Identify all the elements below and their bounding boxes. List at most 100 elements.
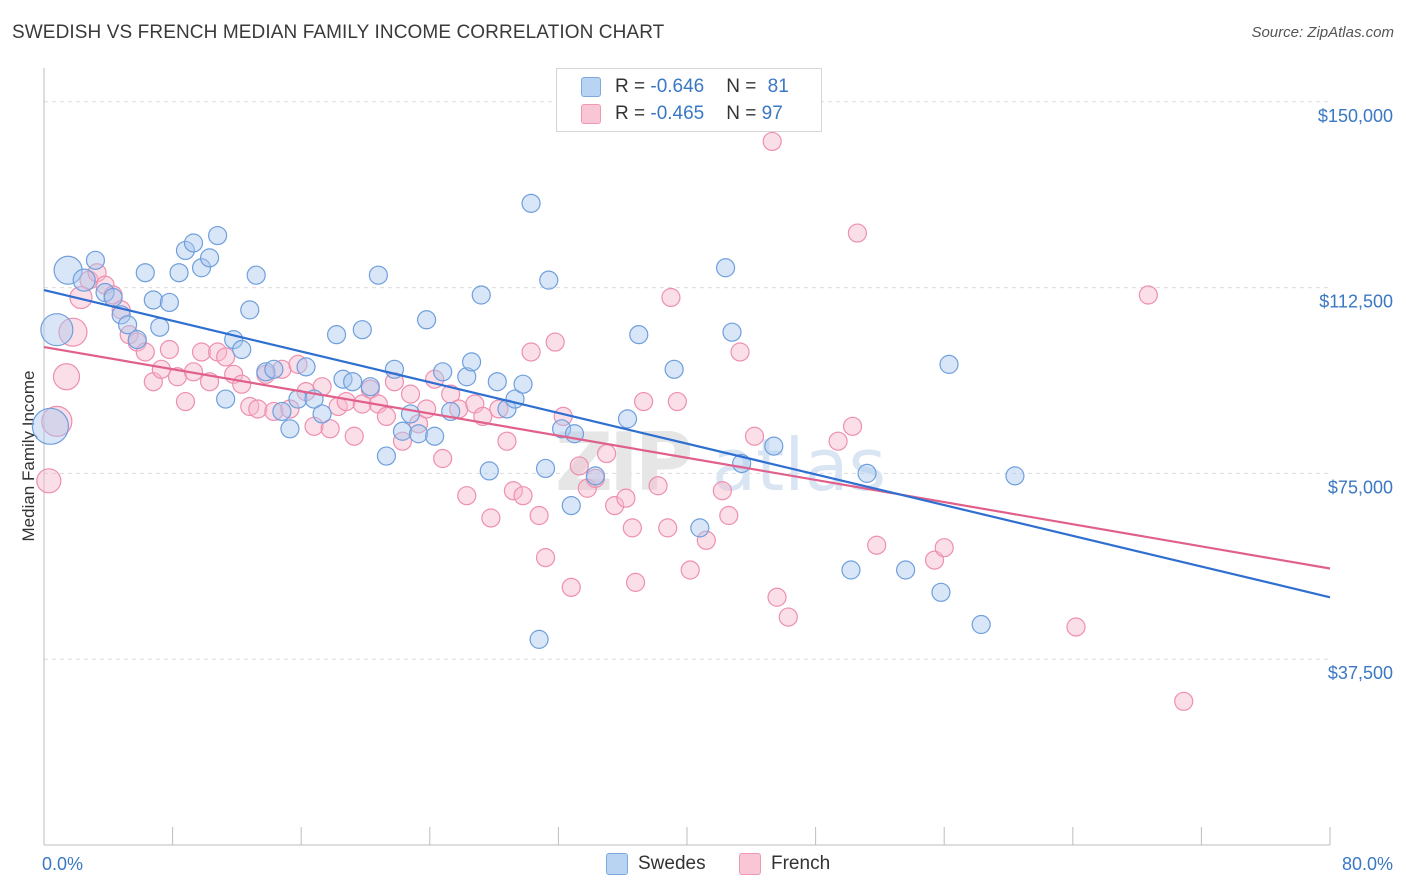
swedes-point <box>117 315 138 335</box>
french-swatch <box>581 104 601 124</box>
swedes-point <box>264 359 284 379</box>
french-point <box>216 347 236 367</box>
french-point <box>69 285 93 310</box>
swedes-point <box>513 374 533 394</box>
swedes-point <box>280 419 300 439</box>
french-trend-line <box>43 345 1331 570</box>
swedes-point <box>539 270 559 290</box>
swedes-point <box>690 518 710 538</box>
y-tick-labels: $37,500 $75,000 $112,500 $150,000 <box>1318 106 1393 683</box>
swedes-point <box>479 461 499 481</box>
bottom-legend-swedes: Swedes <box>606 851 706 877</box>
bottom-legend-french: French <box>739 851 830 877</box>
swedes-series <box>31 193 1025 649</box>
swedes-point <box>764 436 784 456</box>
x-tick-label: 80.0% <box>1342 854 1393 874</box>
french-point <box>842 416 863 436</box>
swedes-point <box>85 250 106 270</box>
french-point <box>41 405 73 437</box>
swedes-point <box>169 263 189 283</box>
french-r-label: R = <box>615 103 651 124</box>
source-credit: Source: ZipAtlas.com <box>1251 24 1394 41</box>
legend-row-french: R = -0.465 N = 97 <box>581 102 783 126</box>
french-point <box>457 486 477 506</box>
french-point <box>521 342 541 362</box>
french-point <box>648 476 668 496</box>
french-point <box>667 391 687 412</box>
swedes-n-label: N = <box>726 76 762 97</box>
swedes-r-label: R = <box>615 76 651 97</box>
svg-text:ZIP: ZIP <box>555 416 691 509</box>
swedes-point <box>552 419 572 439</box>
french-point <box>344 426 364 446</box>
french-point <box>561 577 581 597</box>
french-n-value: 97 <box>761 103 783 124</box>
swedes-point <box>360 377 380 397</box>
swedes-point <box>376 446 396 466</box>
french-point <box>730 342 750 362</box>
french-point <box>433 448 453 469</box>
french-point <box>416 399 437 419</box>
swedes-point <box>931 582 951 602</box>
swedes-point <box>256 362 276 382</box>
swedes-point <box>457 367 477 387</box>
swedes-point <box>343 372 363 392</box>
swedes-point <box>368 265 388 285</box>
french-point <box>569 456 589 476</box>
swedes-point <box>896 560 916 580</box>
french-legend-swatch <box>739 853 761 875</box>
swedes-point <box>585 466 605 486</box>
swedes-point <box>425 426 445 446</box>
swedes-point <box>127 330 147 350</box>
french-point <box>712 481 732 501</box>
swedes-point <box>135 263 155 283</box>
french-point <box>441 384 461 404</box>
swedes-point <box>617 409 638 429</box>
swedes-point <box>103 287 123 308</box>
swedes-point <box>939 354 959 374</box>
french-point <box>616 488 636 508</box>
french-n-label: N = <box>726 103 762 124</box>
watermark: ZIP atlas <box>555 416 886 509</box>
swedes-point <box>31 407 70 445</box>
x-tick-label: 0.0% <box>42 854 83 874</box>
french-point <box>159 339 179 360</box>
swedes-point <box>72 268 96 292</box>
swedes-point <box>722 322 742 342</box>
french-point <box>240 396 260 417</box>
french-point <box>320 419 340 439</box>
swedes-point <box>240 300 260 320</box>
swedes-point <box>841 560 861 580</box>
french-point <box>605 495 625 516</box>
swedes-point <box>40 313 74 347</box>
swedes-point <box>521 193 541 213</box>
swedes-point <box>159 292 179 313</box>
french-point <box>1138 285 1158 305</box>
swedes-point <box>143 290 163 310</box>
swedes-point <box>246 265 266 285</box>
french-point <box>696 530 716 550</box>
french-point <box>503 481 523 501</box>
swedes-point <box>175 240 196 261</box>
svg-text:atlas: atlas <box>712 423 886 507</box>
swedes-swatch <box>581 77 601 97</box>
french-point <box>264 401 284 422</box>
swedes-point <box>150 317 170 337</box>
french-point <box>497 431 517 451</box>
french-point <box>680 560 700 580</box>
french-point <box>744 426 765 446</box>
french-point <box>762 131 782 152</box>
french-point <box>489 399 509 419</box>
legend-row-swedes: R = -0.646 N = 81 <box>581 75 789 99</box>
swedes-point <box>561 495 581 516</box>
swedes-point <box>400 404 421 424</box>
swedes-point <box>461 352 482 372</box>
french-point <box>376 406 396 427</box>
swedes-point <box>408 424 429 444</box>
swedes-point <box>208 225 228 246</box>
swedes-point <box>312 404 332 424</box>
swedes-point <box>216 389 236 409</box>
swedes-trend-line <box>43 288 1331 599</box>
french-point <box>535 548 556 568</box>
